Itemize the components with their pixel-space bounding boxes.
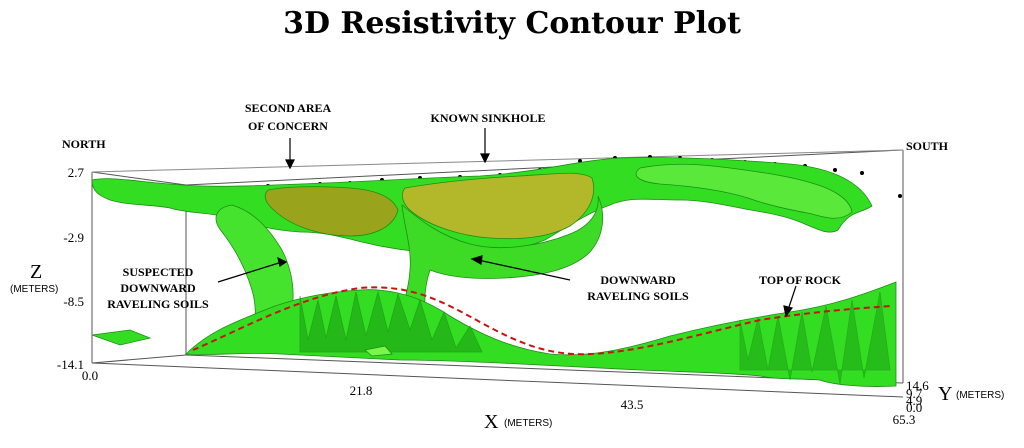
y-axis-label: Y [938, 383, 952, 405]
y-tick-0: 14.6 [906, 378, 929, 393]
rock-pinnacles-right [739, 291, 891, 385]
annotation-arrows [217, 128, 797, 318]
x-axis-label: X [484, 411, 499, 433]
x-axis-units: (METERS) [504, 418, 552, 429]
box-bottom-left [91, 354, 187, 364]
north-label: NORTH [62, 137, 106, 151]
patch-center [364, 345, 393, 357]
downward-label-line2: RAVELING SOILS [587, 289, 689, 303]
x-tick-0: 0.0 [82, 368, 98, 383]
box-bottom-front [91, 362, 904, 398]
suspected-label-line3: RAVELING SOILS [107, 297, 209, 311]
top-of-rock-line [192, 286, 893, 356]
resistivity-surface [91, 157, 897, 387]
z-tick-2: -8.5 [63, 294, 84, 309]
downward-label-line1: DOWNWARD [600, 273, 676, 287]
z-axis-label: Z [30, 261, 42, 283]
x-tick-2: 43.5 [621, 397, 644, 412]
y-axis-units: (METERS) [956, 390, 1004, 401]
y-tick-3: 0.0 [906, 400, 922, 415]
patch-west [91, 329, 152, 346]
z-tick-3: -14.1 [57, 357, 84, 372]
known-sinkhole-label: KNOWN SINKHOLE [430, 111, 545, 125]
box-front-top [91, 171, 187, 186]
bounding-box [91, 149, 904, 398]
z-axis-units: (METERS) [10, 284, 58, 295]
z-tick-0: 2.7 [68, 165, 85, 180]
south-pinnacles [635, 163, 853, 219]
suspected-label-line2: DOWNWARD [120, 281, 196, 295]
y-tick-1: 9.7 [906, 386, 923, 401]
y-tick-2: 4.9 [906, 393, 922, 408]
south-label: SOUTH [906, 139, 949, 153]
suspected-label-line1: SUSPECTED [123, 265, 194, 279]
sinkhole-bowl-main [401, 172, 595, 240]
second-area-label-line1: SECOND AREA [245, 101, 332, 115]
x-tick-1: 21.8 [350, 383, 373, 398]
x-tick-3: 65.3 [893, 412, 916, 427]
z-tick-1: -2.9 [63, 230, 84, 245]
rock-pinnacles [299, 290, 483, 353]
bedrock-mass [185, 281, 897, 387]
box-top-back-edge [91, 149, 904, 173]
sinkhole-bowl-left [264, 186, 399, 237]
plot-title: 3D Resistivity Contour Plot [283, 6, 741, 41]
second-area-label-line2: OF CONCERN [248, 119, 328, 133]
top-of-rock-label: TOP OF ROCK [759, 273, 842, 287]
box-back-top [185, 149, 904, 186]
